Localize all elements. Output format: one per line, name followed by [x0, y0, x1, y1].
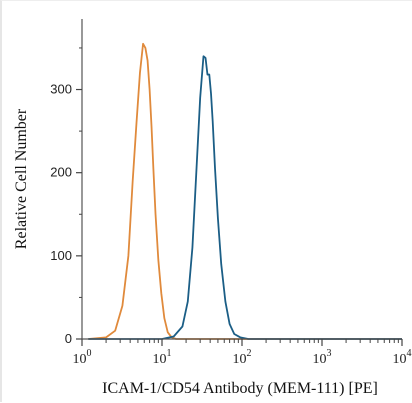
y-axis-title: Relative Cell Number: [13, 108, 30, 249]
plot-area: [88, 42, 402, 340]
x-axis-title: ICAM-1/CD54 Antibody (MEM-111) [PE]: [102, 380, 378, 397]
histogram-series-2: [88, 55, 402, 340]
y-tick-label: 100: [50, 248, 72, 263]
x-tick-label: 104: [393, 348, 412, 367]
x-tick-label: 102: [233, 348, 252, 367]
x-axis-ticks: 100 101 102 103 104: [73, 339, 412, 367]
y-tick-label: 300: [50, 82, 72, 97]
y-tick-label: 0: [65, 331, 72, 346]
x-tick-label: 100: [73, 348, 92, 367]
y-axis-ticks: 0 100 200 300: [50, 47, 82, 346]
x-tick-label: 101: [153, 348, 172, 367]
histogram-series-1: [88, 42, 402, 340]
x-tick-label: 103: [313, 348, 332, 367]
y-tick-label: 200: [50, 165, 72, 180]
